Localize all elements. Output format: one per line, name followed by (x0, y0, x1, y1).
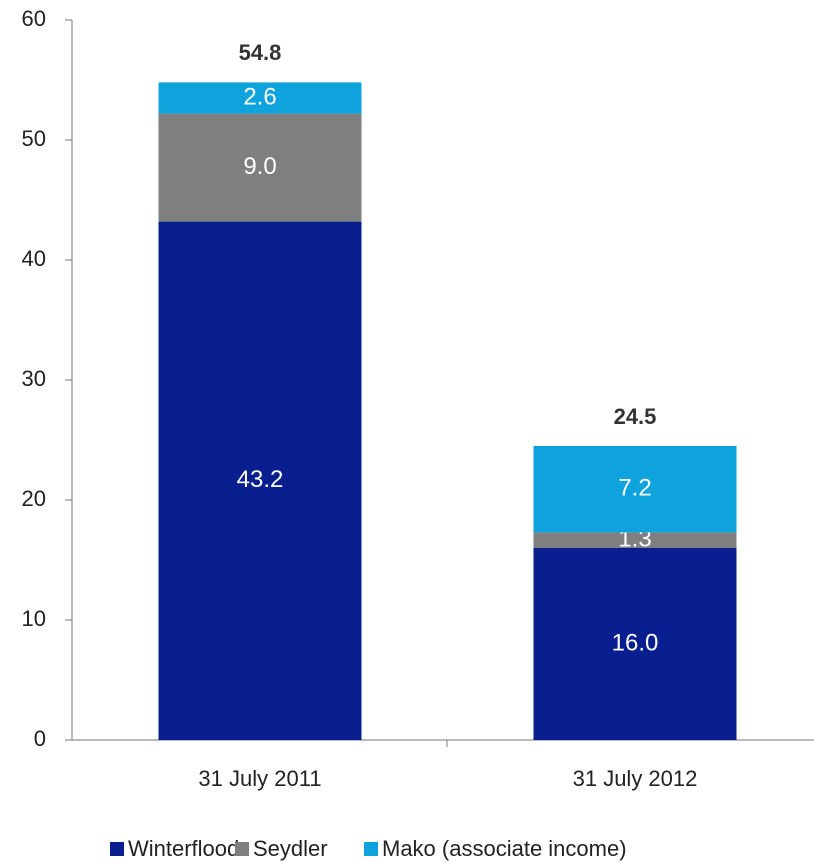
legend-swatch (235, 842, 249, 856)
y-tick-label: 0 (34, 726, 46, 751)
bar-segment (158, 82, 362, 114)
bar-segment (533, 446, 737, 533)
value-label: 16.0 (612, 629, 659, 656)
value-label: 43.2 (237, 466, 284, 493)
bar-segment (158, 113, 362, 222)
y-tick-label: 60 (22, 6, 46, 31)
y-tick-label: 40 (22, 246, 46, 271)
total-label: 54.8 (239, 40, 282, 65)
y-tick-label: 30 (22, 366, 46, 391)
legend-label: Seydler (253, 836, 328, 861)
legend-swatch (364, 842, 378, 856)
x-tick-label: 31 July 2011 (198, 766, 321, 791)
value-label: 2.6 (243, 83, 276, 110)
total-label: 24.5 (614, 404, 657, 429)
bar-segment (533, 532, 737, 548)
value-label: 9.0 (243, 153, 276, 180)
value-label: 7.2 (618, 475, 651, 502)
legend-label: Mako (associate income) (382, 836, 627, 861)
legend-label: Winterflood (128, 836, 239, 861)
legend-swatch (110, 842, 124, 856)
y-tick-label: 50 (22, 126, 46, 151)
y-tick-label: 10 (22, 606, 46, 631)
bar-segment (158, 221, 362, 741)
bar-segment (533, 548, 737, 740)
y-tick-label: 20 (22, 486, 46, 511)
x-tick-label: 31 July 2012 (573, 766, 698, 791)
